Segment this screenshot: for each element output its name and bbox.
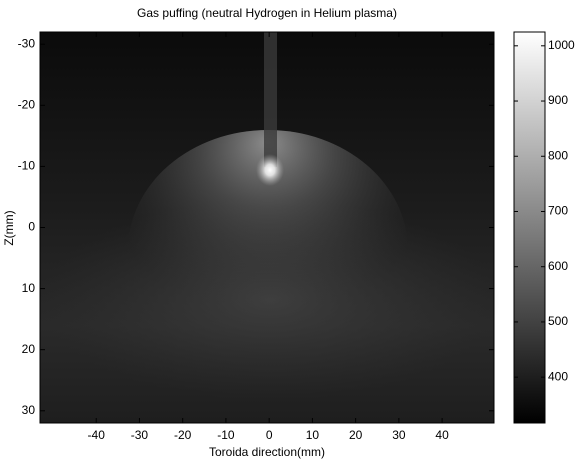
colorbar-tick-label: 600 [548,259,568,273]
x-tick-label: -20 [174,428,192,442]
y-tick-label: -20 [18,97,36,111]
image [40,32,500,423]
y-tick-label: 10 [22,281,36,295]
x-tick-label: -40 [88,428,106,442]
y-tick-label: -10 [18,159,36,173]
x-tick-label: 20 [349,428,363,442]
colorbar-tick-label: 500 [548,314,568,328]
colorbar-tick-label: 900 [548,93,568,107]
y-tick-label: 20 [22,342,36,356]
colorbar-tick-label: 400 [548,369,568,383]
chart-title: Gas puffing (neutral Hydrogen in Helium … [137,6,397,20]
y-tick-label: -30 [18,36,36,50]
colorbar-tick-label: 700 [548,204,568,218]
x-tick-label: -30 [131,428,149,442]
colorbar [513,31,546,424]
x-tick-label: 40 [435,428,449,442]
x-tick-label: -10 [217,428,235,442]
y-axis-label: Z(mm) [2,210,16,245]
y-tick-label: 0 [28,220,35,234]
y-tick-label: 30 [22,403,36,417]
x-tick-label: 0 [266,428,273,442]
colorbar-tick-label: 800 [548,148,568,162]
x-tick-label: 10 [306,428,320,442]
x-axis-label: Toroida direction(mm) [209,445,325,459]
colorbar-tick-label: 1000 [548,38,575,52]
x-tick-label: 30 [392,428,406,442]
